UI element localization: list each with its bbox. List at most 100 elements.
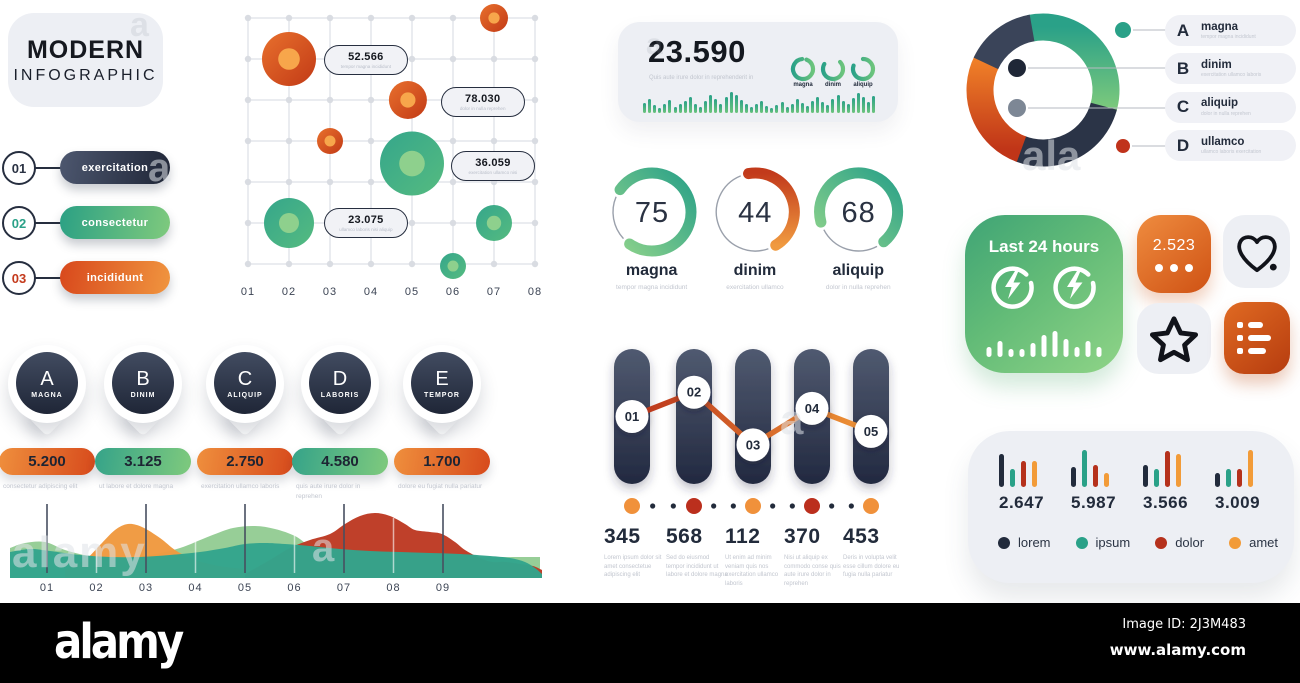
marker-value-pill: 1.700 <box>394 448 490 475</box>
marker-letter: A <box>40 367 54 390</box>
marker-value-pill: 3.125 <box>95 448 191 475</box>
pin-inner-circle: C ALIQUIP <box>214 352 276 414</box>
title-line-2: INFOGRAPHIC <box>13 66 158 84</box>
legend-subtext: ullamco laboris exercitation <box>1201 149 1262 156</box>
bubble-chart-x-axis: 01 02 03 04 05 06 07 08 <box>230 286 560 300</box>
capsule-timeline-plot: 01 02 03 04 05 <box>614 349 889 514</box>
ring-label: aliquip <box>853 82 873 88</box>
marker-name: ALIQUIP <box>227 391 263 399</box>
legend-item: lorem <box>998 535 1051 550</box>
legend-letter: B <box>1176 58 1190 78</box>
x-tick-label: 06 <box>287 582 302 594</box>
step-item-02: 02 consectetur <box>2 206 174 240</box>
gauge-label: dinim <box>733 262 777 279</box>
marker-letter: B <box>136 367 150 390</box>
marker-letter: D <box>332 367 348 390</box>
svg-text:03: 03 <box>746 437 760 452</box>
gauge-labels-row: magna tempor magna incididunt dinim exer… <box>600 262 910 291</box>
x-tick-label: 03 <box>138 582 154 594</box>
step-item-03: 03 incididunt <box>2 261 174 295</box>
legend-label: aliquip <box>1201 97 1239 110</box>
timeline-stat-value: 345 <box>604 525 641 548</box>
bubble-callout: 78.030 dolor in nulla reprehen <box>440 86 525 117</box>
marker-subtext: exercitation ullamco laboris <box>201 483 280 490</box>
timeline-stat-subtext: Deris in volupta velit esse cillum dolor… <box>843 555 900 579</box>
gauge-charts: 75 44 68 magna tempor magna incididunt din… <box>600 166 910 296</box>
timeline-stat-subtext: Sed do eiusmod tempor incididunt ut labo… <box>666 555 728 579</box>
marker-subtext: ut labore et dolore magna <box>99 483 174 490</box>
counter-dots <box>1155 263 1193 272</box>
pin-inner-circle: E TEMPOR <box>411 352 473 414</box>
brand-url-text: www.alamy.com <box>1109 641 1246 659</box>
legend-label: magna <box>1201 20 1239 33</box>
x-tick-label: 01 <box>240 286 256 298</box>
x-tick-label: 07 <box>486 286 502 298</box>
timeline-stat-subtext: Nisi ut aliquip ex commodo conse quis au… <box>784 555 841 588</box>
timeline-stat-value: 370 <box>784 525 821 548</box>
step-connector-line <box>34 167 62 169</box>
x-tick-label: 01 <box>39 582 55 594</box>
marker-subtext: dolore eu fugiat nulla pariatur <box>398 483 483 490</box>
marker-value-pill: 5.200 <box>0 448 95 475</box>
pin-inner-circle: B DINIM <box>112 352 174 414</box>
list-card <box>1224 302 1290 374</box>
x-tick-label: 05 <box>404 286 420 298</box>
x-tick-label: 05 <box>237 582 253 594</box>
mini-bars-legend: lorem ipsum dolor amet <box>998 535 1278 550</box>
bubble-callout: 36.059 exercitation ullamco nisi <box>450 150 535 181</box>
marker-pin-B: B DINIM <box>97 343 189 451</box>
pin-inner-circle: D LABORIS <box>309 352 371 414</box>
step-number: 03 <box>2 261 36 295</box>
mini-bar-value: 3.566 <box>1143 493 1189 512</box>
brand-info: Image ID: 2J3M483 www.alamy.com <box>1110 617 1246 659</box>
mini-bar-group: 2.647 <box>999 447 1047 513</box>
timeline-stat-value: 453 <box>843 525 880 548</box>
legend-letter: A <box>1176 20 1190 40</box>
heart-icon <box>1236 234 1277 272</box>
legend-dot <box>1155 536 1168 549</box>
marker-subtext: consectetur adipiscing elit <box>3 483 78 490</box>
white-bars-sparkline <box>986 329 1102 357</box>
timeline-stat: 112 Ut enim ad minim veniam quis nos exer… <box>725 525 787 589</box>
step-number: 01 <box>2 151 36 185</box>
svg-text:75: 75 <box>635 197 669 229</box>
step-connector-line <box>34 277 62 279</box>
marker-value-pill: 2.750 <box>197 448 293 475</box>
gauge-col: magna tempor magna incididunt <box>600 262 703 291</box>
brand-logo: alamy <box>54 613 184 670</box>
star-icon <box>1149 315 1199 362</box>
mini-bar-value: 5.987 <box>1071 493 1117 512</box>
gauge-col: aliquip dolor in nulla reprehen <box>807 262 910 291</box>
bolt-icon <box>1053 266 1096 309</box>
list-icon-row <box>1237 348 1290 354</box>
ring-legend-item-a: A magna tempor magna incididunt <box>1165 15 1296 46</box>
legend-label: dinim <box>1201 58 1232 71</box>
donut-ring-chart <box>966 13 1172 167</box>
bubble-callout: 23.075 ullamco laboris nisi aliquip <box>323 208 408 239</box>
title-line-1: MODERN <box>26 35 145 64</box>
gauge-col: dinim exercitation ullamco <box>703 262 806 291</box>
stat-value: 23.590 <box>648 34 746 69</box>
legend-dot <box>1075 536 1088 549</box>
mini-bar-value: 3.009 <box>1215 493 1261 512</box>
gauge-label: aliquip <box>832 262 885 279</box>
marker-pin-A: A MAGNA <box>1 343 93 451</box>
legend-subtext: tempor magna incididunt <box>1201 34 1256 41</box>
svg-text:02: 02 <box>687 385 701 400</box>
bolt-circle-icons <box>991 266 1096 309</box>
timeline-stat: 453 Deris in volupta velit esse cillum do… <box>843 525 905 580</box>
counter-card: 2.523 <box>1137 215 1211 293</box>
counter-value: 2.523 <box>1152 236 1196 254</box>
gauge-arcs: 75 44 68 <box>612 167 904 257</box>
timeline-stat-subtext: Ut enim ad minim veniam quis nos exercit… <box>725 555 779 588</box>
legend-label: lorem <box>1018 535 1051 550</box>
heart-card <box>1223 215 1290 288</box>
brand-bar: alamy Image ID: 2J3M483 www.alamy.com <box>0 603 1300 683</box>
svg-text:68: 68 <box>841 197 875 229</box>
step-label-pill: exercitation <box>60 151 170 184</box>
bubble-chart-plot <box>244 4 539 280</box>
capsule-timeline-chart: 01 02 03 04 05 <box>600 340 910 520</box>
x-tick-label: 08 <box>386 582 401 594</box>
list-icon-row <box>1237 322 1290 328</box>
